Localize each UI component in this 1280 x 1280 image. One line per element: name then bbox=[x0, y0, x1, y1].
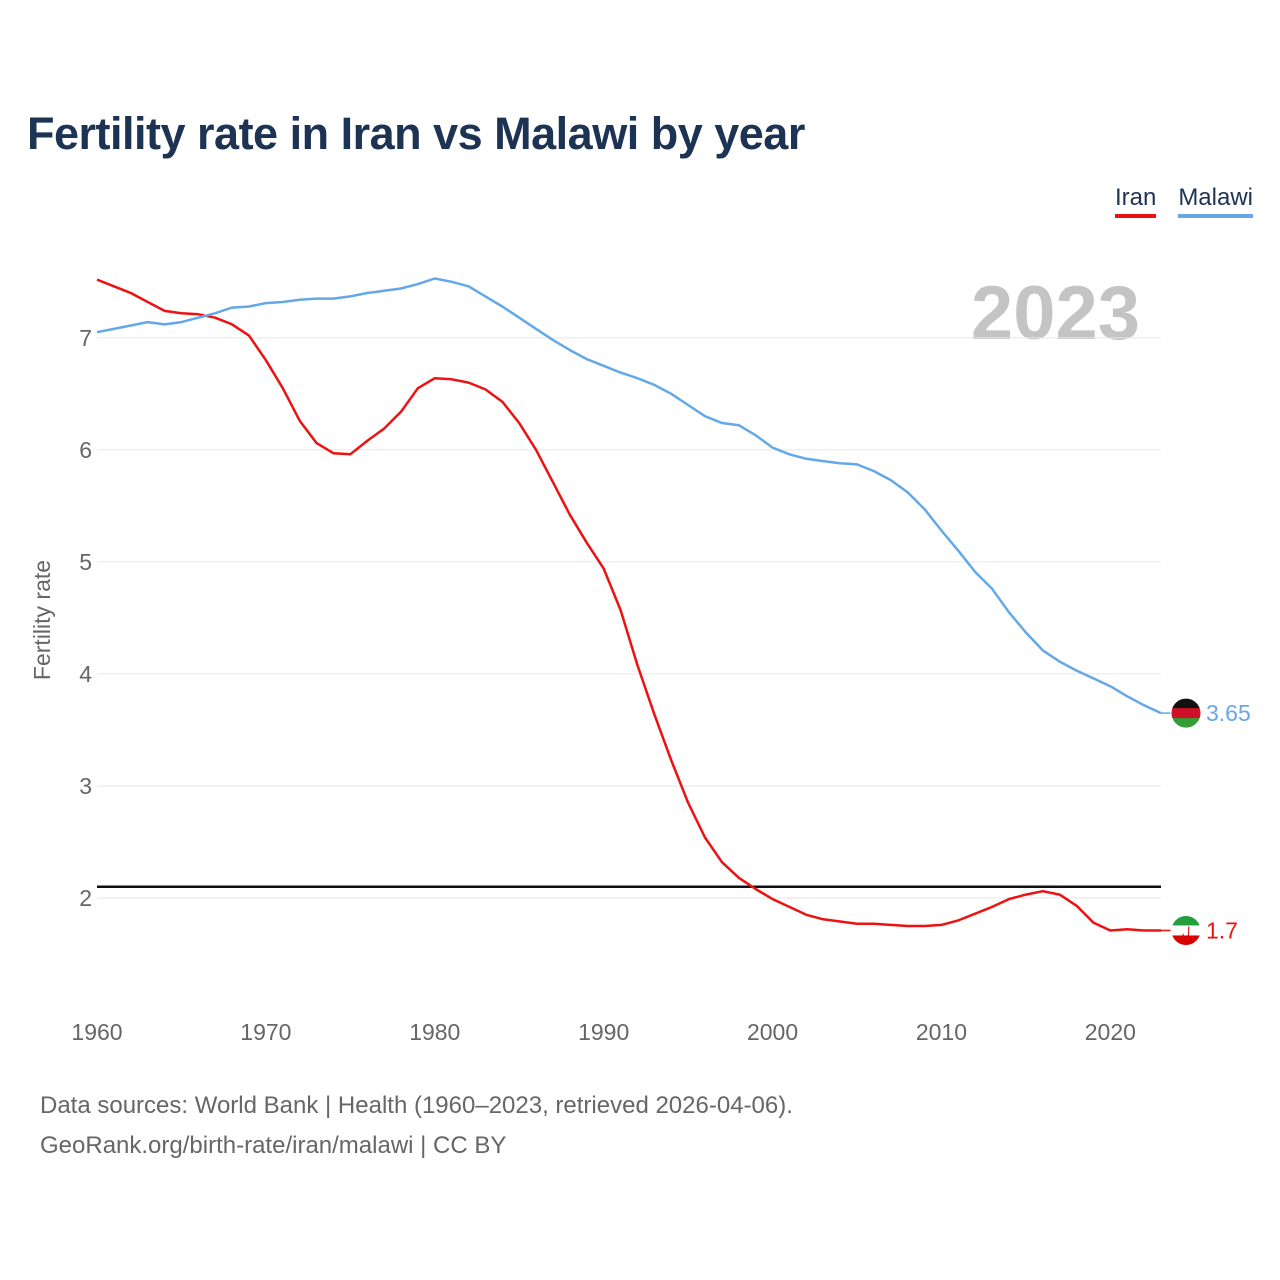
y-tick-label: 5 bbox=[79, 549, 92, 575]
y-tick-label: 2 bbox=[79, 885, 92, 911]
x-tick-label: 1960 bbox=[71, 1019, 122, 1045]
year-watermark: 2023 bbox=[970, 271, 1140, 356]
y-tick-label: 3 bbox=[79, 773, 92, 799]
series-line-malawi[interactable] bbox=[96, 277, 1162, 715]
source-line: Data sources: World Bank | Health (1960–… bbox=[40, 1092, 793, 1119]
data-sources: Data sources: World Bank | Health (1960–… bbox=[40, 1086, 793, 1166]
x-axis-ticks: 1960 1970 1980 1990 2000 2010 2020 bbox=[71, 1019, 1136, 1045]
x-tick-label: 1990 bbox=[578, 1019, 629, 1045]
y-tick-label: 4 bbox=[79, 661, 92, 687]
x-tick-label: 1980 bbox=[409, 1019, 460, 1045]
grid-lines bbox=[97, 337, 1161, 899]
source-link[interactable]: GeoRank.org/birth-rate/iran/malawi | CC … bbox=[40, 1132, 507, 1159]
iran-flag-icon: ل bbox=[1170, 914, 1202, 946]
x-tick-label: 2010 bbox=[916, 1019, 967, 1045]
chart-title: Fertility rate in Iran vs Malawi by year bbox=[27, 108, 805, 159]
y-tick-label: 7 bbox=[79, 325, 92, 351]
x-tick-label: 1970 bbox=[240, 1019, 291, 1045]
y-axis-label: Fertility rate bbox=[29, 560, 55, 680]
end-value-label-iran: 1.7 bbox=[1206, 917, 1238, 943]
y-axis-ticks: 2 3 4 5 6 7 bbox=[79, 325, 92, 911]
svg-text:ل: ل bbox=[1182, 924, 1191, 938]
series-line-iran[interactable] bbox=[96, 278, 1161, 932]
x-tick-label: 2020 bbox=[1085, 1019, 1136, 1045]
end-markers: ل 1.7 3.65 bbox=[1161, 697, 1251, 946]
y-tick-label: 6 bbox=[79, 437, 92, 463]
end-value-label-malawi: 3.65 bbox=[1206, 700, 1251, 726]
legend-item-malawi[interactable]: Malawi bbox=[1178, 184, 1253, 218]
series-lines bbox=[96, 277, 1162, 932]
legend-item-iran[interactable]: Iran bbox=[1114, 184, 1157, 218]
legend: Iran Malawi bbox=[1114, 184, 1253, 218]
x-tick-label: 2000 bbox=[747, 1019, 798, 1045]
malawi-flag-icon bbox=[1170, 697, 1202, 729]
